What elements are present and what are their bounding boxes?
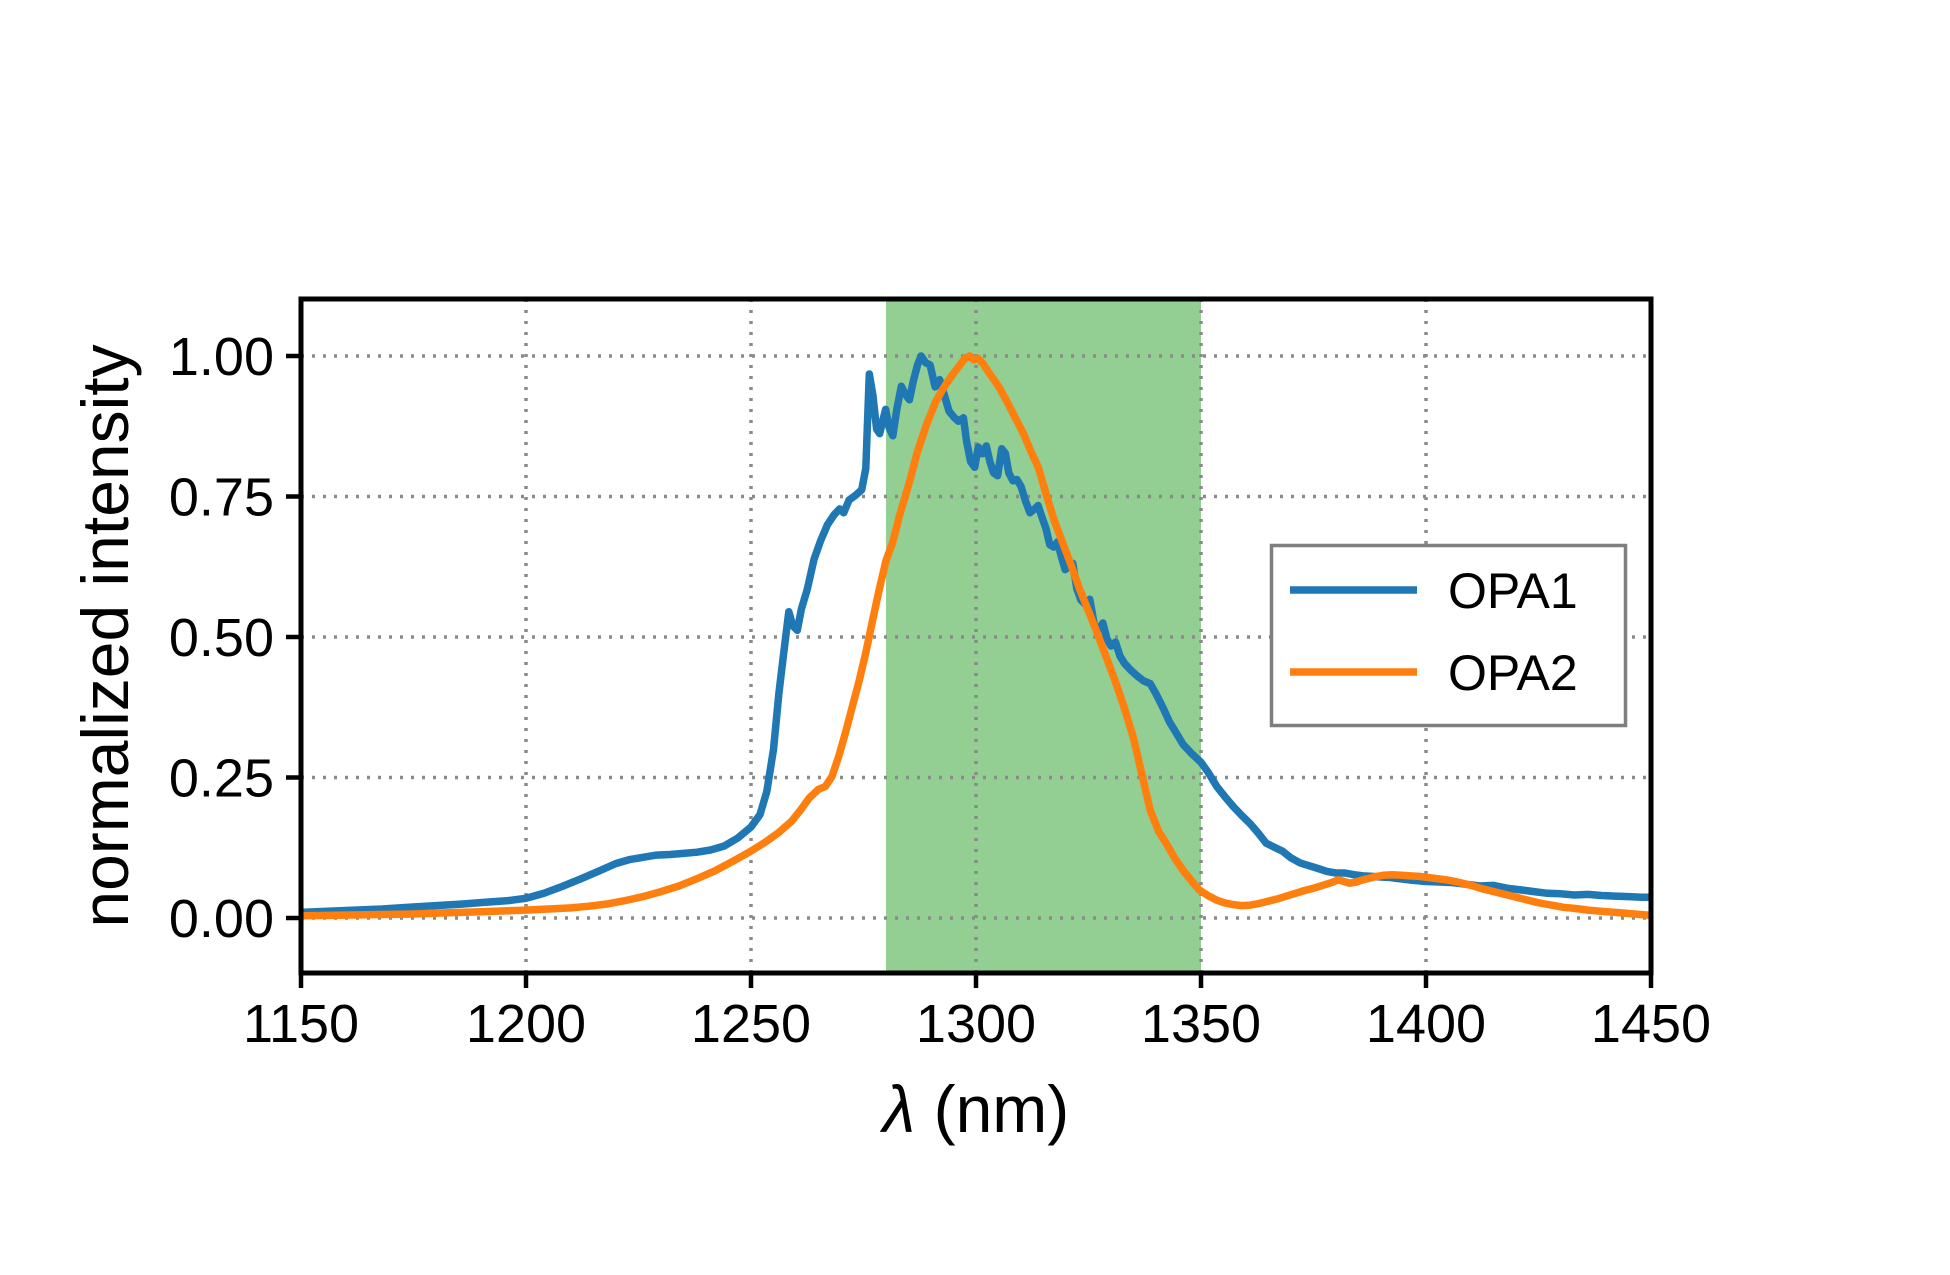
- x-tick-label: 1400: [1366, 994, 1486, 1054]
- opa1-curve: [301, 352, 1651, 917]
- y-tick-label: 1.00: [169, 327, 274, 387]
- x-tick-label: 1150: [243, 994, 359, 1054]
- x-tick-label: 1200: [466, 994, 586, 1054]
- x-axis-label: λ (nm): [880, 1072, 1069, 1146]
- x-tick-label: 1250: [691, 994, 811, 1054]
- y-tick-label: 0.00: [169, 889, 274, 949]
- x-tick-label: 1450: [1591, 994, 1711, 1054]
- legend-opa2-label: OPA2: [1448, 645, 1578, 701]
- legend-opa1-label: OPA1: [1448, 563, 1578, 619]
- y-tick-label: 0.50: [169, 608, 274, 668]
- y-axis-label: normalized intensity: [68, 344, 142, 927]
- x-tick-label: 1300: [916, 994, 1036, 1054]
- legend-box: [1269, 543, 1628, 728]
- x-tick-label: 1350: [1141, 994, 1261, 1054]
- opa2-curve: [301, 352, 1651, 920]
- y-tick-label: 0.75: [169, 468, 274, 528]
- y-tick-label: 0.25: [169, 749, 274, 809]
